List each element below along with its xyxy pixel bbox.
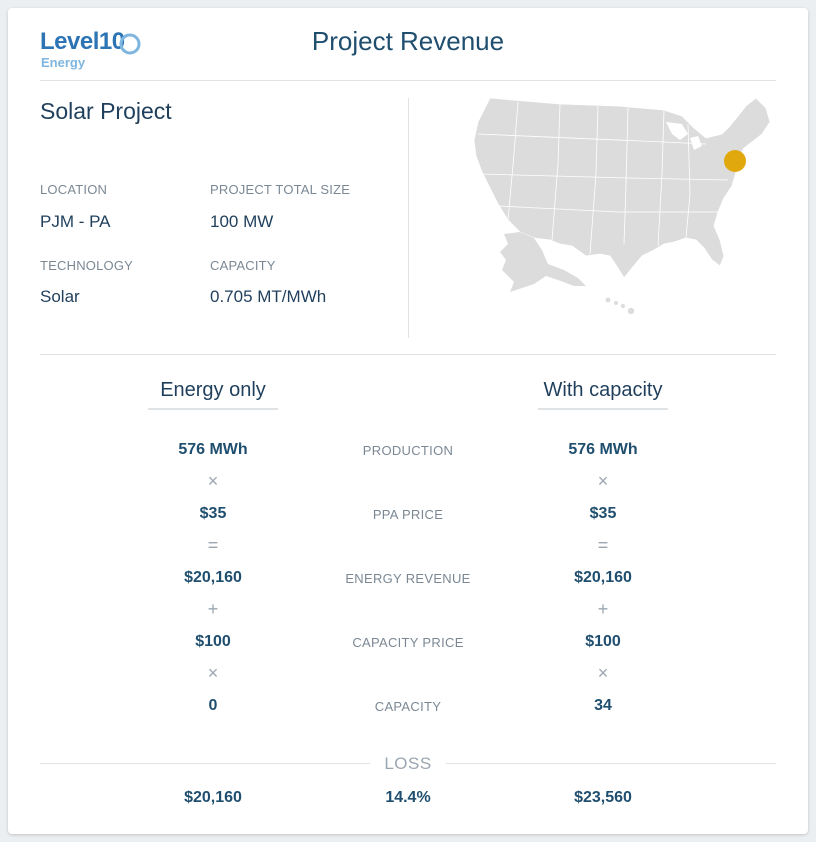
- location-label: LOCATION: [40, 182, 108, 197]
- capacity-energy-revenue-value: $20,160: [574, 569, 632, 586]
- plus-icon: +: [207, 599, 219, 619]
- energy-revenue-value: $20,160: [184, 569, 242, 586]
- technology-value: Solar: [40, 287, 80, 306]
- capacity-value: 0.705 MT/MWh: [210, 287, 327, 306]
- multiply-icon: ×: [207, 663, 219, 683]
- equals-icon: =: [597, 535, 609, 555]
- capacity-capacity-price-value: $100: [585, 633, 621, 650]
- capacity-row-label: CAPACITY: [374, 699, 442, 714]
- multiply-icon: ×: [597, 663, 609, 683]
- capacity-production-value: 576 MWh: [568, 441, 638, 458]
- location-value: PJM - PA: [40, 212, 111, 231]
- multiply-icon: ×: [207, 471, 219, 491]
- loss-divider-right: [446, 763, 776, 764]
- plus-icon: +: [597, 599, 609, 619]
- with-capacity-header: With capacity: [538, 379, 668, 410]
- energy-revenue-label: ENERGY REVENUE: [345, 571, 471, 586]
- ppa-price-label: PPA PRICE: [372, 507, 444, 522]
- hawaii-shape: [605, 297, 635, 314]
- energy-ppa-price-value: $35: [199, 505, 227, 522]
- project-size-value: 100 MW: [210, 212, 274, 231]
- logo-subtitle: Energy: [41, 55, 86, 70]
- header-divider: [40, 80, 776, 81]
- energy-capacity-price-value: $100: [195, 633, 231, 650]
- loss-label: LOSS: [384, 754, 432, 773]
- details-divider: [408, 98, 409, 338]
- location-marker[interactable]: [724, 150, 746, 172]
- alaska-shape: [500, 232, 586, 292]
- energy-total-value: $20,160: [184, 789, 242, 806]
- loss-percentage: 14.4%: [385, 789, 431, 806]
- project-name: Solar Project: [40, 98, 172, 124]
- us-map: [473, 97, 771, 314]
- capacity-label: CAPACITY: [210, 258, 276, 273]
- energy-capacity-value: 0: [208, 697, 218, 714]
- equals-icon: =: [207, 535, 219, 555]
- energy-production-value: 576 MWh: [178, 441, 248, 458]
- energy-only-header: Energy only: [148, 379, 278, 410]
- capacity-capacity-value: 34: [594, 697, 612, 714]
- capacity-ppa-price-value: $35: [589, 505, 617, 522]
- loss-divider-left: [40, 763, 370, 764]
- technology-label: TECHNOLOGY: [40, 258, 134, 273]
- logo-ring-icon: [119, 33, 141, 55]
- production-label: PRODUCTION: [362, 443, 454, 458]
- capacity-price-label: CAPACITY PRICE: [352, 635, 464, 650]
- state-borders: [477, 101, 729, 255]
- revenue-card: Level10 Energy Project Revenue Solar Pro…: [8, 8, 808, 834]
- section-divider: [40, 354, 776, 355]
- great-lakes-shape: [666, 122, 702, 150]
- page-title: Project Revenue: [311, 26, 505, 56]
- logo: Level10 Energy: [40, 24, 150, 74]
- multiply-icon: ×: [597, 471, 609, 491]
- project-size-label: PROJECT TOTAL SIZE: [210, 182, 351, 197]
- capacity-total-value: $23,560: [574, 789, 632, 806]
- logo-wordmark: Level10: [40, 28, 125, 55]
